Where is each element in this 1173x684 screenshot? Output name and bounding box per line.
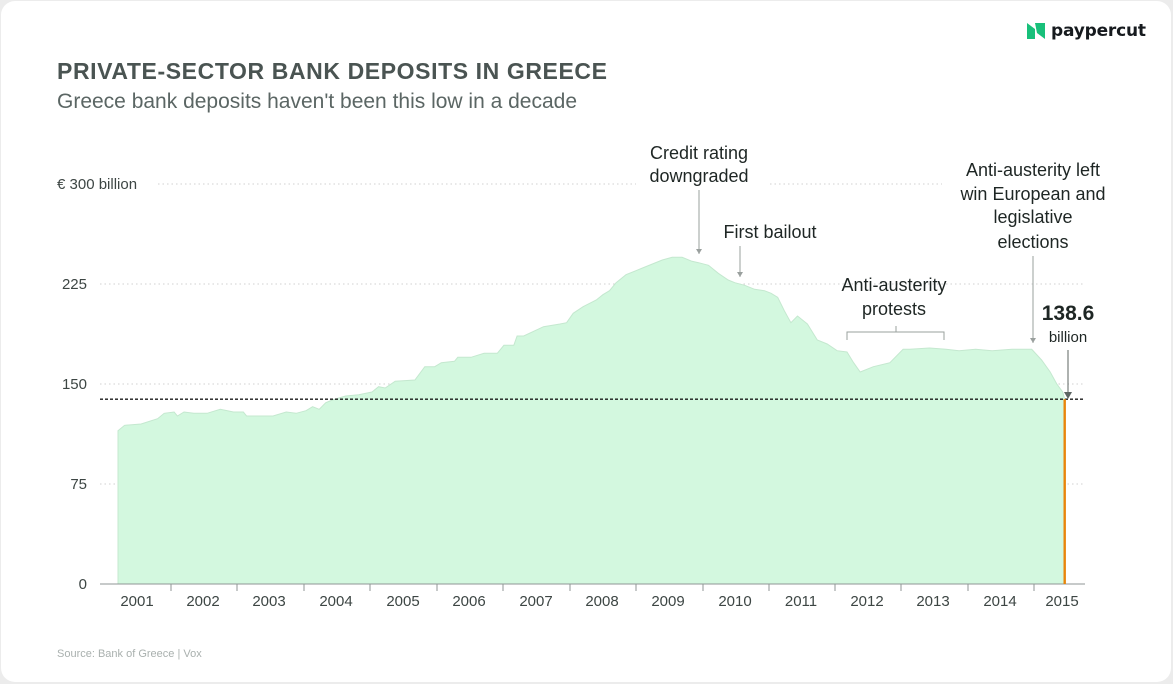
x-tick-label: 2013: [916, 593, 949, 610]
brand-name: paypercut: [1051, 21, 1146, 41]
x-tick-label: 2002: [186, 593, 219, 610]
chart-subtitle: Greece bank deposits haven't been this l…: [57, 90, 578, 113]
latest-value-label: 138.6: [1042, 302, 1095, 325]
annotation-text: win European and: [959, 184, 1105, 204]
y-tick-label: 225: [62, 276, 87, 293]
x-tick-label: 2001: [120, 593, 153, 610]
x-tick-label: 2009: [651, 593, 684, 610]
annotation-text: elections: [997, 232, 1068, 252]
x-tick-label: 2014: [983, 593, 1016, 610]
annotation-pointer-head: [1030, 338, 1036, 343]
x-tick-label: 2003: [252, 593, 285, 610]
deposits-area: [117, 256, 1066, 585]
x-tick-label: 2007: [519, 593, 552, 610]
x-tick-label: 2005: [386, 593, 419, 610]
annotation-pointer-head: [696, 249, 702, 254]
annotation-text: protests: [862, 299, 926, 319]
annotation-pointer-head: [737, 272, 743, 277]
x-tick-label: 2015: [1045, 593, 1078, 610]
brand: paypercut: [1027, 21, 1146, 41]
y-tick-label: € 300 billion: [57, 176, 137, 193]
annotation-text: Credit rating: [650, 143, 748, 163]
x-tick-label: 2008: [585, 593, 618, 610]
annotation-text: Anti-austerity: [841, 275, 946, 295]
y-tick-label: 75: [70, 476, 87, 493]
annotation-text: Anti-austerity left: [966, 160, 1100, 180]
x-tick-label: 2010: [718, 593, 751, 610]
source-note: Source: Bank of Greece | Vox: [57, 648, 202, 660]
callout-arrowhead: [1064, 392, 1072, 399]
x-tick-label: 2004: [319, 593, 352, 610]
y-tick-label: 0: [79, 576, 87, 593]
annotation-text: downgraded: [649, 166, 748, 186]
x-tick-label: 2012: [850, 593, 883, 610]
paypercut-logo-icon: [1027, 23, 1045, 39]
chart-title: PRIVATE-SECTOR BANK DEPOSITS IN GREECE: [57, 58, 608, 84]
latest-value-bar: [1063, 399, 1066, 584]
latest-value-unit: billion: [1049, 329, 1087, 346]
annotation-bracket: [846, 326, 945, 340]
annotation-text: First bailout: [723, 222, 816, 242]
x-tick-label: 2006: [452, 593, 485, 610]
x-tick-label: 2011: [785, 593, 817, 610]
annotation-text: legislative: [993, 207, 1072, 227]
y-tick-label: 150: [62, 376, 87, 393]
